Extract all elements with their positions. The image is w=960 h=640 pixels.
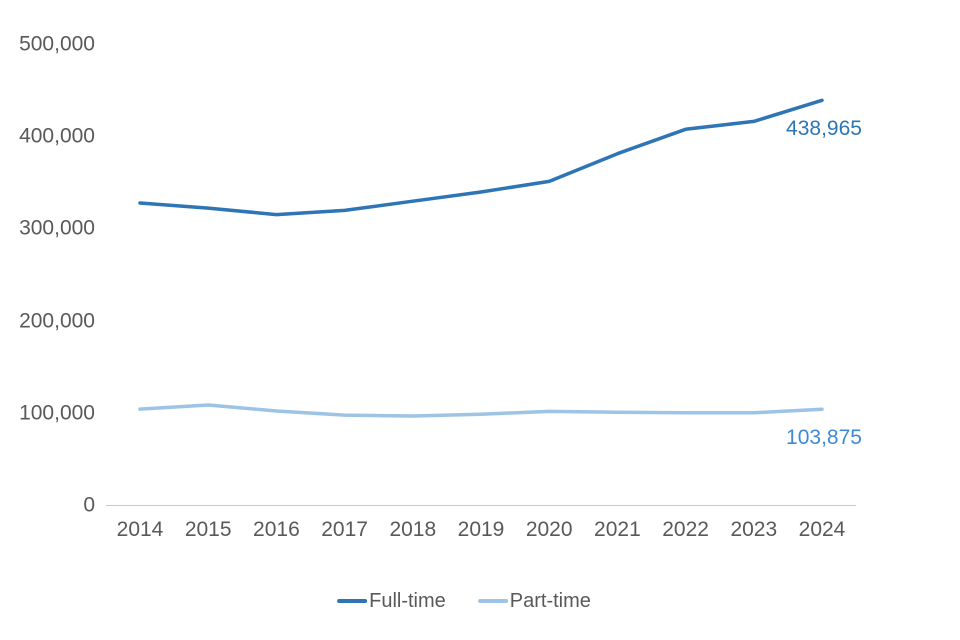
x-axis-tick-label: 2014 bbox=[116, 518, 164, 541]
y-axis-tick-label: 0 bbox=[83, 493, 95, 517]
y-axis-tick-label: 500,000 bbox=[19, 32, 95, 56]
series-line-part-time bbox=[138, 403, 824, 418]
x-axis-tick-label: 2015 bbox=[184, 518, 232, 541]
y-axis-tick-label: 400,000 bbox=[19, 124, 95, 148]
part-time-line-swatch-icon bbox=[477, 599, 508, 603]
x-axis-tick-label: 2018 bbox=[389, 518, 437, 541]
legend-item-full-time: Full-time bbox=[337, 591, 446, 611]
x-axis-tick-label: 2023 bbox=[730, 518, 778, 541]
x-axis-tick-label: 2022 bbox=[662, 518, 709, 541]
series-line-full-time bbox=[138, 98, 824, 217]
y-axis-tick-labels: 0 100,000 200,000 300,000 400,000 500,000 bbox=[0, 0, 95, 640]
x-axis-tick-label: 2016 bbox=[253, 518, 300, 541]
data-label-part-time: 103,875 bbox=[786, 426, 862, 450]
data-label-full-time: 438,965 bbox=[786, 117, 862, 141]
x-axis-line bbox=[106, 505, 856, 506]
y-axis-tick-label: 200,000 bbox=[19, 309, 95, 333]
x-axis-tick-label: 2019 bbox=[457, 518, 505, 541]
x-axis-tick-label: 2021 bbox=[594, 518, 641, 541]
legend-item-part-time: Part-time bbox=[477, 590, 591, 612]
legend-label-part-time: Part-time bbox=[509, 590, 591, 612]
y-axis-tick-label: 100,000 bbox=[19, 401, 95, 425]
legend-label-full-time: Full-time bbox=[369, 590, 446, 612]
full-time-line-swatch-icon bbox=[337, 599, 368, 603]
x-axis-tick-label: 2017 bbox=[321, 518, 368, 541]
x-axis-tick-label: 2024 bbox=[798, 518, 846, 541]
y-axis-tick-label: 300,000 bbox=[19, 216, 95, 240]
x-axis-tick-label: 2020 bbox=[525, 518, 573, 541]
legend: Full-time Part-time bbox=[337, 591, 591, 611]
